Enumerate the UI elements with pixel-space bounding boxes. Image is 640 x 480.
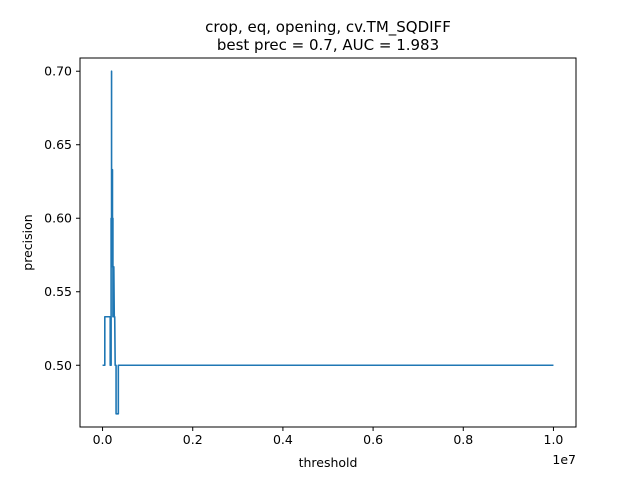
x-tick-label: 0.2: [183, 432, 203, 447]
axes-frame: [79, 57, 577, 428]
x-tick-label: 0.4: [273, 432, 293, 447]
x-tick-label: 0.6: [363, 432, 383, 447]
y-tick-label: 0.60: [44, 211, 72, 226]
y-tick-label: 0.70: [44, 64, 72, 79]
y-axis-label: precision: [20, 214, 35, 270]
chart-subtitle: best prec = 0.7, AUC = 1.983: [217, 36, 439, 54]
y-tick-label: 0.55: [44, 284, 72, 299]
y-tick-label: 0.50: [44, 358, 72, 373]
series-layer: [102, 70, 554, 415]
series-line-0: [102, 70, 554, 415]
x-axis-label: threshold: [299, 455, 358, 470]
chart-title: crop, eq, opening, cv.TM_SQDIFF: [205, 18, 451, 37]
x-axis-offset-label: 1e7: [552, 452, 576, 467]
x-tick-label: 1.0: [544, 432, 564, 447]
plot-area: [79, 57, 577, 428]
x-axis: 0.0 0.2 0.4 0.6 0.8 1.0: [93, 427, 564, 447]
y-tick-label: 0.65: [44, 137, 72, 152]
x-tick-label: 0.0: [93, 432, 113, 447]
x-tick-label: 0.8: [453, 432, 473, 447]
y-axis: 0.50 0.55 0.60 0.65 0.70: [44, 64, 80, 373]
